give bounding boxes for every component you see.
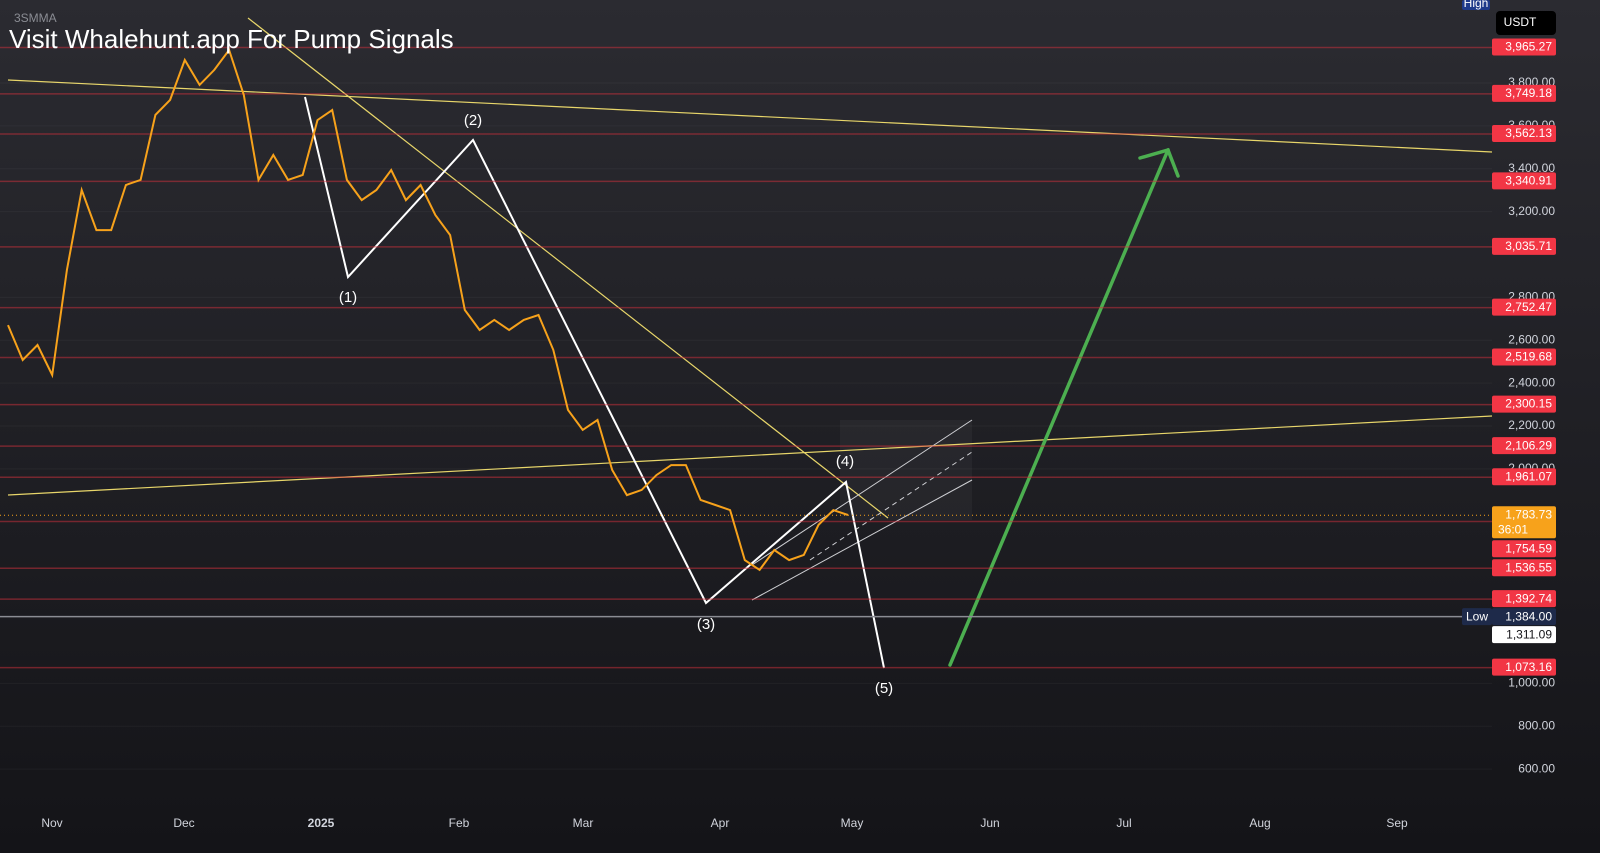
trendline (7, 79, 1493, 153)
level-label-box (1492, 237, 1556, 255)
countdown: 36:01 (1498, 522, 1528, 536)
channel-line (751, 479, 973, 601)
shade (840, 420, 972, 520)
level-label: 3,965.27 (1505, 40, 1552, 54)
currency[interactable]: USDT (1504, 15, 1537, 29)
low-label: 1,384.00 (1505, 609, 1552, 623)
level-label-box (1492, 172, 1556, 190)
indicator-label: 3SMMA (14, 11, 57, 25)
current-price-box (1492, 506, 1556, 539)
level-label-box (1492, 395, 1556, 413)
x-tick-label: Aug (1249, 816, 1270, 830)
wave-label: (5) (875, 680, 893, 697)
wave-label: (3) (697, 616, 715, 633)
high-tag: High (1464, 0, 1489, 10)
channel-mid (809, 451, 973, 561)
x-tick-label: 2025 (308, 816, 335, 830)
level-label: 1,073.16 (1505, 660, 1552, 674)
level-label-box (1492, 298, 1556, 316)
y-tick-label: 3,200.00 (1508, 204, 1555, 218)
y-tick-label: 2,400.00 (1508, 375, 1555, 389)
mark-price-label: 1,311.09 (1506, 627, 1552, 641)
wave-label: (2) (464, 112, 482, 129)
level-label-box (1492, 540, 1556, 558)
level-label: 1,392.74 (1505, 591, 1552, 605)
x-tick-label: Sep (1386, 816, 1408, 830)
low-label-box (1492, 608, 1556, 626)
high-tag-box (1462, 0, 1490, 10)
level-label: 1,754.59 (1505, 541, 1552, 555)
level-label-box (1492, 468, 1556, 486)
price-line (7, 47, 849, 572)
x-tick-label: Feb (449, 816, 470, 830)
level-label: 1,536.55 (1505, 560, 1552, 574)
level-label-box (1492, 84, 1556, 102)
x-tick-label: Dec (173, 816, 194, 830)
level-label: 2,752.47 (1505, 300, 1552, 314)
level-label: 3,749.18 (1505, 86, 1552, 100)
level-label-box (1492, 124, 1556, 142)
low-tag-box (1462, 608, 1492, 626)
level-label-box (1492, 559, 1556, 577)
wave-label: (4) (836, 453, 854, 470)
y-tick-label: 2,200.00 (1508, 418, 1555, 432)
y-tick-label: 2,600.00 (1508, 332, 1555, 346)
level-label-box (1492, 348, 1556, 366)
y-tick-label: 800.00 (1518, 718, 1555, 732)
level-label-box (1492, 658, 1556, 676)
currency-button[interactable] (1496, 11, 1556, 35)
level-label-box (1492, 437, 1556, 455)
mark-price-box (1492, 626, 1556, 644)
channel-line (751, 419, 973, 566)
level-label: 3,562.13 (1505, 126, 1552, 140)
trendline (247, 17, 889, 519)
y-tick-label: 3,400.00 (1508, 161, 1555, 175)
current-price-label: 1,783.73 (1505, 507, 1552, 521)
level-label: 2,300.15 (1505, 397, 1552, 411)
y-tick-label: 1,000.00 (1508, 676, 1555, 690)
x-tick-label: Jul (1116, 816, 1131, 830)
level-label: 3,035.71 (1505, 239, 1552, 253)
level-label: 1,961.07 (1505, 469, 1552, 483)
level-label-box (1492, 590, 1556, 608)
wave-label: (1) (339, 289, 357, 306)
x-tick-label: Mar (573, 816, 594, 830)
trendline (7, 415, 1493, 496)
arrow (948, 147, 1180, 667)
watermark: Visit Whalehunt.app For Pump Signals (9, 24, 454, 54)
x-tick-label: May (841, 816, 864, 830)
level-label-box (1492, 38, 1556, 56)
low-tag: Low (1466, 609, 1488, 623)
level-label: 3,340.91 (1505, 174, 1552, 188)
x-tick-label: Jun (980, 816, 999, 830)
x-tick-label: Apr (711, 816, 730, 830)
level-label: 2,519.68 (1505, 350, 1552, 364)
y-tick-label: 600.00 (1518, 761, 1555, 775)
level-label: 2,106.29 (1505, 438, 1552, 452)
x-tick-label: Nov (41, 816, 62, 830)
